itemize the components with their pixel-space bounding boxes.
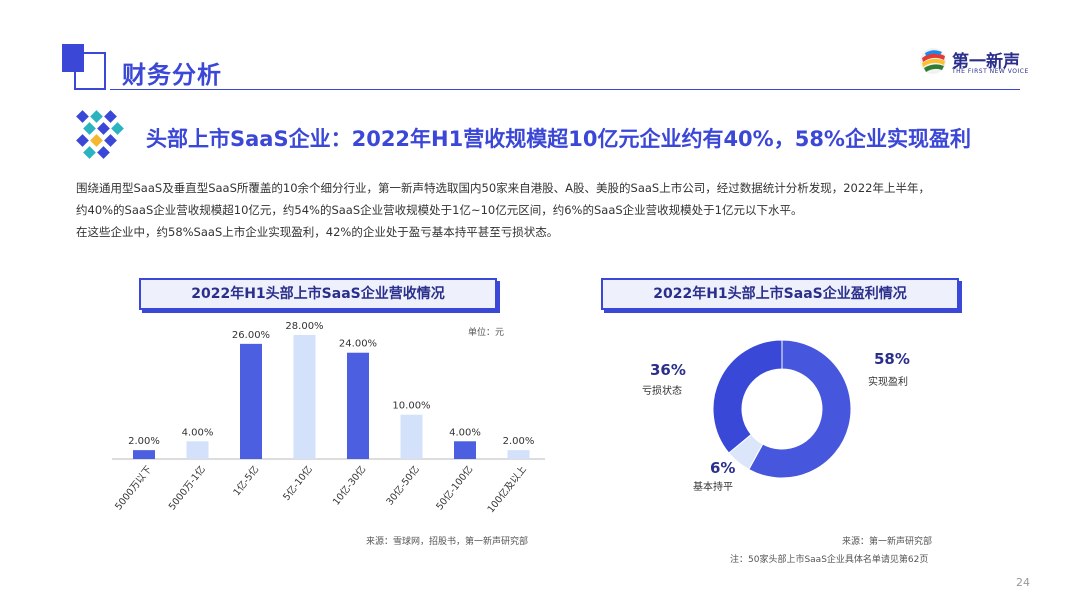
pie-slice-value-label: 6% [710,459,735,477]
section-title: 财务分析 [122,61,222,89]
bar-value-label: 26.00% [232,330,270,341]
logo-name: 第一新声 [952,52,1020,72]
bar-value-label: 10.00% [392,401,430,412]
bar-6 [400,414,423,459]
brand-logo: 第一新声 THE FIRST NEW VOICE [918,46,1036,80]
bar-2 [186,441,209,459]
bar-category-label: 100亿及以上 [485,463,529,515]
bar-8 [507,450,530,459]
pie-slice-name-label: 实现盈利 [868,375,908,388]
bar-value-label: 2.00% [503,436,535,447]
bar-value-label: 4.00% [182,427,214,438]
bar-4 [293,335,316,459]
header-divider [110,89,1020,90]
page-number: 24 [1016,576,1030,589]
header-decoration-frame [74,52,106,90]
bar-category-label: 10亿-30亿 [330,463,368,507]
headline-dots-icon [76,110,124,159]
bar-category-label: 5000万以下 [113,464,154,512]
body-line-2: 约40%的SaaS企业营收规模超10亿元，约54%的SaaS企业营收规模处于1亿… [76,203,803,217]
headline: 头部上市SaaS企业：2022年H1营收规模超10亿元企业约有40%，58%企业… [146,127,971,151]
bar-7 [454,441,476,459]
pie-slice-1 [748,339,852,479]
bar-chart-unit: 单位：元 [468,328,505,338]
header-decoration-square [62,44,84,72]
bar-category-label: 1亿-5亿 [231,463,262,498]
bar-category-label: 50亿-100亿 [433,463,475,512]
bar-3 [240,343,262,459]
pie-chart-title: 2022年H1头部上市SaaS企业盈利情况 [601,278,959,310]
bar-chart-source: 来源：雪球网，招股书，第一新声研究部 [366,537,529,547]
bar-5 [347,352,369,459]
pie-slice-name-label: 基本持平 [693,480,733,493]
logo-mark-icon [920,48,946,74]
pie-slice-value-label: 58% [874,350,910,368]
logo-tagline: THE FIRST NEW VOICE [952,68,1029,75]
bar-value-label: 24.00% [339,339,377,350]
bar-value-label: 2.00% [128,436,160,447]
pie-slice-name-label: 亏损状态 [642,384,682,397]
body-line-3: 在这些企业中，约58%SaaS上市企业实现盈利，42%的企业处于盈亏基本持平甚至… [76,225,559,239]
bar-chart-title: 2022年H1头部上市SaaS企业营收情况 [139,278,497,310]
bar-1 [133,450,155,459]
bar-category-label: 5000万-1亿 [166,463,208,512]
bar-category-label: 30亿-50亿 [384,463,422,507]
pie-slice-3 [712,339,783,454]
body-line-1: 围绕通用型SaaS及垂直型SaaS所覆盖的10余个细分行业，第一新声特选取国内5… [76,181,930,195]
pie-chart-source: 来源：第一新声研究部 [842,537,933,547]
footnote: 注：50家头部上市SaaS企业具体名单请见第62页 [730,555,929,565]
pie-slice-value-label: 36% [650,361,686,379]
body-paragraph: 围绕通用型SaaS及垂直型SaaS所覆盖的10余个细分行业，第一新声特选取国内5… [76,177,1016,243]
bar-value-label: 28.00% [285,321,323,332]
bar-value-label: 4.00% [449,427,481,438]
bar-category-label: 5亿-10亿 [280,463,314,502]
